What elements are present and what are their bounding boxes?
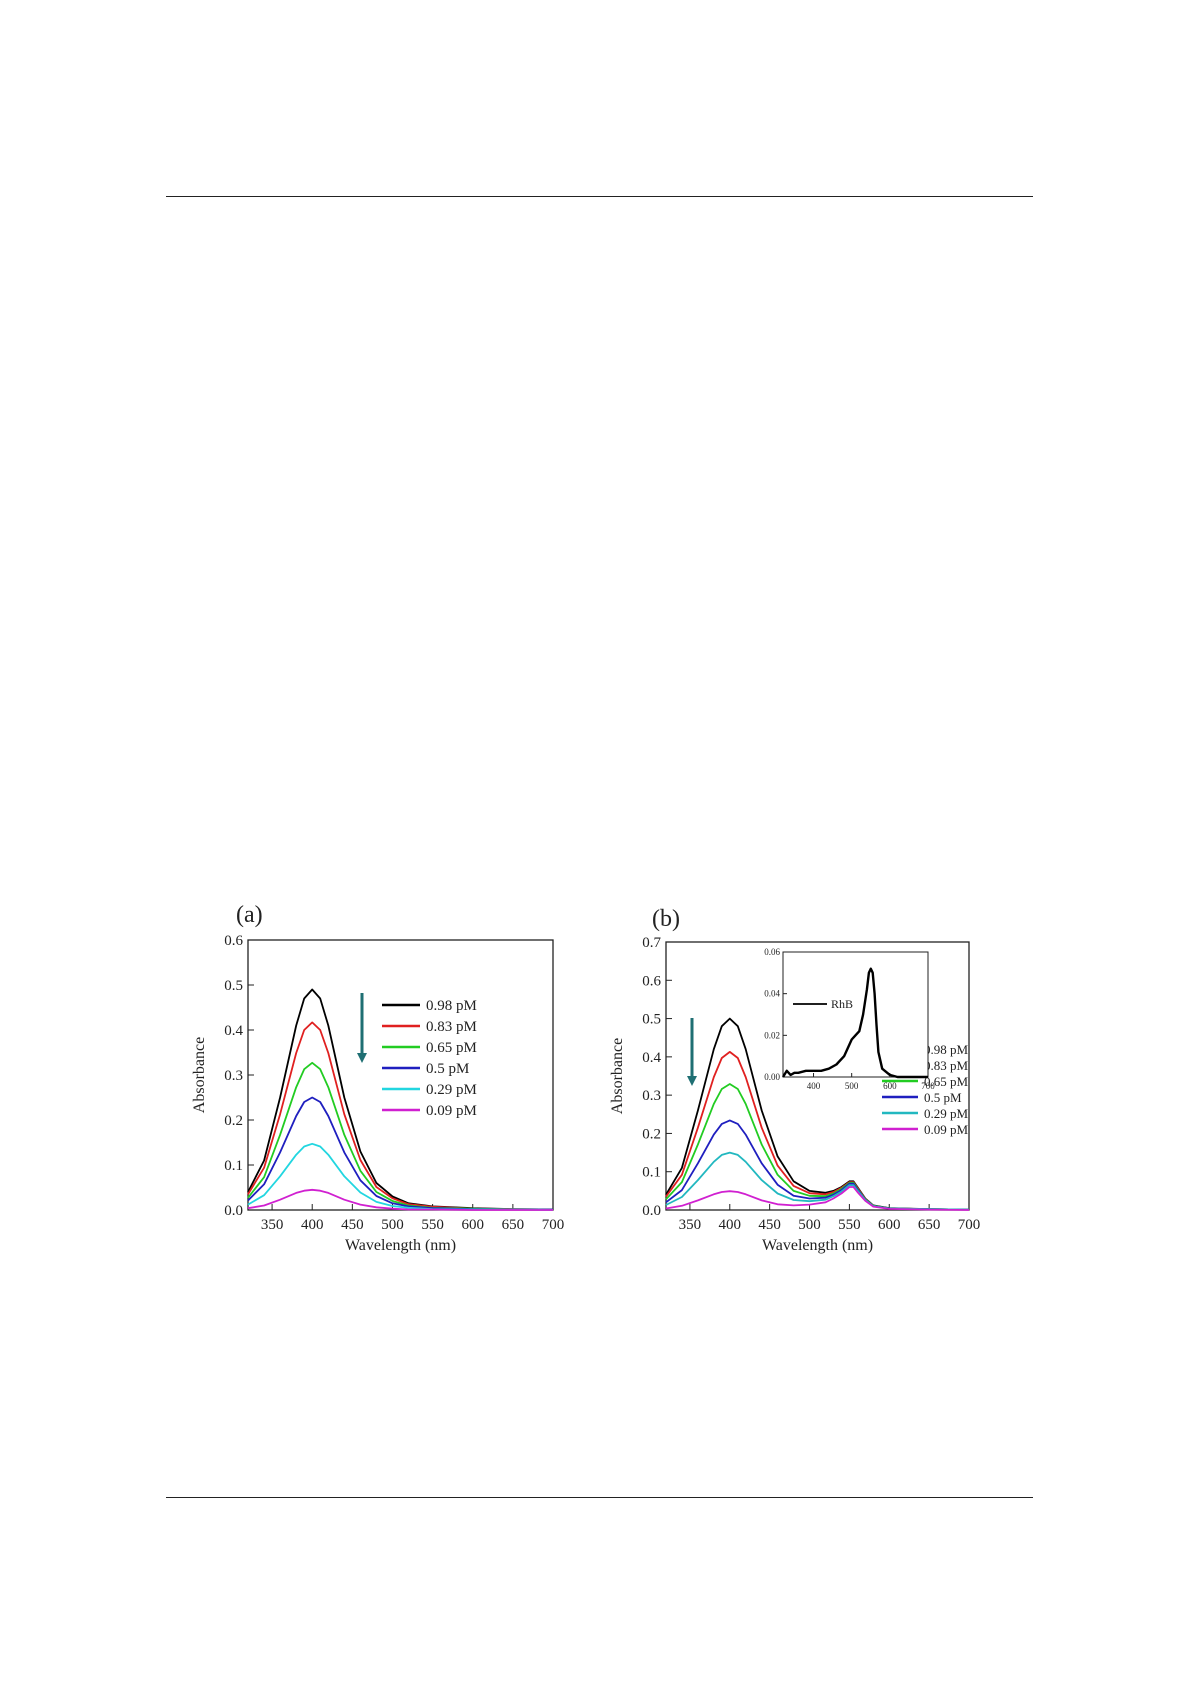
x-tick-label: 550 (838, 1217, 861, 1233)
x-tick-label: 500 (798, 1217, 821, 1233)
legend-label-4: 0.29 pM (924, 1106, 969, 1121)
inset-y-tick-label: 0.04 (764, 989, 780, 999)
x-axis-title: Wavelength (nm) (762, 1237, 873, 1254)
inset-y-tick-label: 0.02 (764, 1030, 780, 1040)
y-tick-label: 0.2 (224, 1113, 243, 1129)
y-tick-label: 0.5 (224, 978, 243, 994)
inset-x-tick-label: 600 (883, 1081, 897, 1091)
y-tick-label: 0.0 (224, 1203, 243, 1219)
y-tick-label: 0.4 (224, 1023, 243, 1039)
y-tick-label: 0.4 (642, 1050, 661, 1066)
inset-y-tick-label: 0.06 (764, 947, 780, 957)
y-tick-label: 0.2 (642, 1126, 661, 1142)
legend-label-3: 0.5 pM (426, 1061, 469, 1077)
y-tick-label: 0.6 (642, 973, 661, 989)
y-tick-label: 0.5 (642, 1012, 661, 1028)
legend-label-4: 0.29 pM (426, 1082, 477, 1098)
plot-frame (665, 941, 970, 1211)
y-tick-label: 0.3 (224, 1068, 243, 1084)
series-line-1 (247, 1021, 554, 1211)
y-axis-title: Absorbance (191, 1037, 208, 1113)
y-tick-label: 0.6 (224, 933, 243, 949)
x-tick-label: 450 (758, 1217, 781, 1233)
trend-arrow-head (687, 1076, 697, 1086)
panel-label-b: (b) (652, 906, 680, 932)
x-tick-label: 400 (301, 1217, 324, 1233)
x-axis-title: Wavelength (nm) (345, 1237, 456, 1254)
series-line-2 (247, 1061, 553, 1211)
series-line-3 (247, 1096, 553, 1211)
legend-label-0: 0.98 pM (924, 1042, 969, 1057)
y-tick-label: 0.3 (642, 1088, 661, 1104)
series-line-5 (665, 1186, 970, 1211)
x-tick-label: 600 (461, 1217, 484, 1233)
legend-label-5: 0.09 pM (924, 1122, 969, 1137)
x-tick-label: 650 (502, 1217, 525, 1233)
y-tick-label: 0.0 (642, 1203, 661, 1219)
inset-x-tick-label: 500 (845, 1081, 859, 1091)
series-line-0 (247, 988, 554, 1211)
legend-label-5: 0.09 pM (426, 1103, 477, 1119)
inset-chart: 400 500 600 700 0.00 0.02 0.04 0.06 RhB (764, 947, 935, 1091)
y-tick-label: 0.1 (642, 1165, 661, 1181)
legend-label-2: 0.65 pM (924, 1074, 969, 1089)
x-tick-label: 400 (719, 1217, 742, 1233)
series-line-5 (247, 1188, 553, 1211)
legend-label-1: 0.83 pM (924, 1058, 969, 1073)
inset-series-line-0 (781, 967, 928, 1079)
y-tick-label: 0.7 (642, 935, 661, 951)
x-tick-label: 350 (261, 1217, 284, 1233)
top-rule (166, 196, 1033, 197)
x-tick-label: 550 (421, 1217, 444, 1233)
y-axis-title: Absorbance (609, 1038, 626, 1114)
x-tick-label: 500 (381, 1217, 404, 1233)
x-tick-label: 700 (958, 1217, 981, 1233)
legend-label-0: 0.98 pM (426, 998, 477, 1014)
trend-arrow-head (357, 1053, 367, 1063)
inset-plot-frame (782, 951, 929, 1078)
x-tick-label: 600 (878, 1217, 901, 1233)
x-tick-label: 450 (341, 1217, 364, 1233)
series-line-4 (665, 1151, 970, 1211)
x-tick-label: 700 (542, 1217, 565, 1233)
inset-x-tick-label: 400 (807, 1081, 821, 1091)
chart-panel-b: (b) 350 400 450 500 550 600 650 700 0.0 0.1 0.2 0.3… (609, 906, 980, 1254)
y-tick-label: 0.1 (224, 1158, 243, 1174)
x-tick-label: 350 (679, 1217, 702, 1233)
inset-x-tick-label: 700 (921, 1081, 935, 1091)
legend-label-1: 0.83 pM (426, 1019, 477, 1035)
inset-y-tick-label: 0.00 (764, 1072, 780, 1082)
x-tick-label: 650 (918, 1217, 941, 1233)
legend-label-2: 0.65 pM (426, 1040, 477, 1056)
inset-legend-label: RhB (831, 997, 853, 1011)
panel-label-a: (a) (236, 902, 263, 928)
bottom-rule (166, 1497, 1033, 1498)
legend-label-3: 0.5 pM (924, 1090, 962, 1105)
chart-panel-a: (a) 350 400 450 500 550 600 650 700 0.0 0.1 0.2 0.3… (191, 902, 564, 1254)
plot-frame (247, 939, 554, 1211)
